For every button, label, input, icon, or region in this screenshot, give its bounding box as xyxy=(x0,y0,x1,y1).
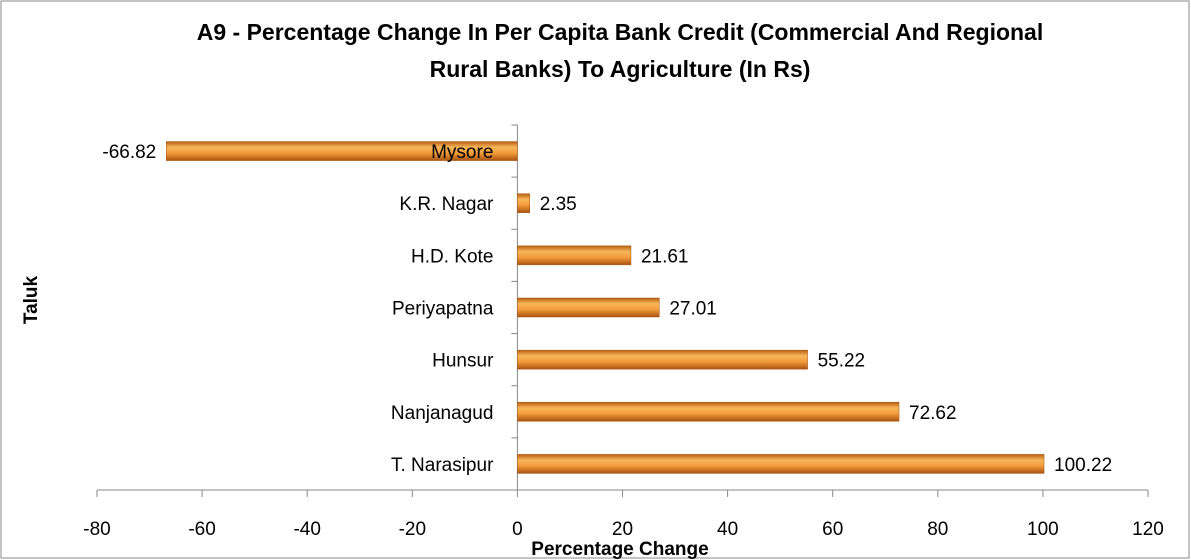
y-tick-label: Periyapatna xyxy=(392,299,494,320)
bar xyxy=(517,193,530,213)
x-tick-label: 80 xyxy=(927,519,948,540)
x-tick-label: 0 xyxy=(512,519,523,540)
x-axis-title: Percentage Change xyxy=(531,539,708,560)
data-label: -66.82 xyxy=(102,142,156,163)
y-tick-label: Mysore xyxy=(431,142,493,163)
data-label: 72.62 xyxy=(909,403,957,424)
data-label: 27.01 xyxy=(669,299,717,320)
x-tick-label: -40 xyxy=(293,519,320,540)
x-tick-label: -60 xyxy=(188,519,215,540)
x-tick-label: 40 xyxy=(717,519,738,540)
bar xyxy=(517,402,900,422)
y-tick-label: H.D. Kote xyxy=(411,246,493,267)
x-tick-label: -20 xyxy=(399,519,426,540)
bar xyxy=(517,349,808,370)
bar xyxy=(517,245,632,266)
y-tick-label: K.R. Nagar xyxy=(399,194,494,215)
data-label: 100.22 xyxy=(1054,455,1112,476)
y-tick-label: T. Narasipur xyxy=(391,455,494,476)
bar xyxy=(166,141,518,161)
x-tick-label: 20 xyxy=(612,519,633,540)
chart-title: A9 - Percentage Change In Per Capita Ban… xyxy=(196,19,1044,82)
y-tick-label: Nanjanagud xyxy=(391,403,493,424)
bar xyxy=(517,297,660,318)
data-label: 2.35 xyxy=(540,194,577,215)
x-tick-label: 60 xyxy=(822,519,843,540)
data-label: 55.22 xyxy=(818,351,866,372)
data-label: 21.61 xyxy=(641,246,689,267)
x-tick-label: -80 xyxy=(83,519,110,540)
y-axis-title: Taluk xyxy=(21,275,42,324)
x-tick-label: 100 xyxy=(1027,519,1059,540)
x-tick-label: 120 xyxy=(1132,519,1164,540)
bar xyxy=(517,454,1045,474)
y-tick-label: Hunsur xyxy=(432,351,494,372)
